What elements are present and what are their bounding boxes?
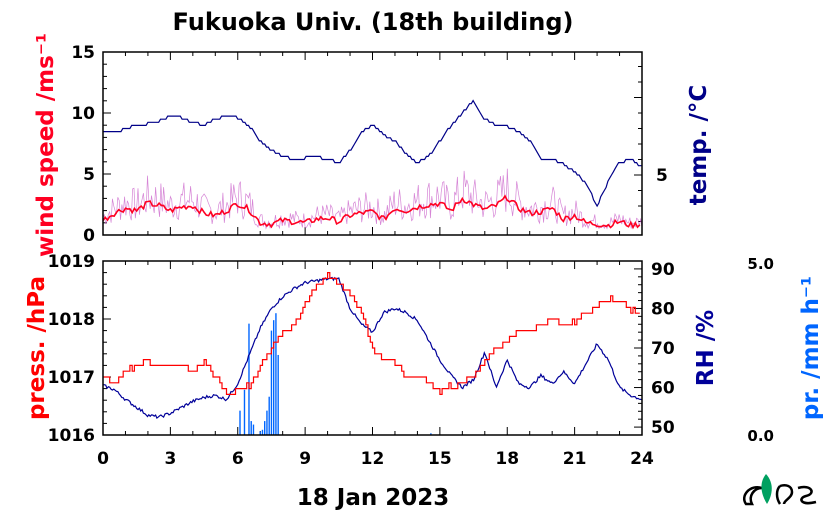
date-label: 18 Jan 2023 [297,485,450,511]
precipitation-tick-label: 0.0 [747,427,774,445]
wind-gust-line [102,168,643,230]
top-panel-ticks [102,51,643,236]
wind-tick-label: 15 [71,43,95,63]
pressure-axis-label: press. /hPa [24,276,50,420]
humidity-axis-label: RH /% [693,310,719,386]
humidity-tick-label: 70 [651,339,675,359]
wind-tick-label: 10 [71,104,95,124]
hour-tick-label: 15 [428,449,452,469]
hour-tick-label: 3 [164,449,176,469]
wind-gust-band [102,168,643,230]
precipitation-tick-label: 5.0 [747,255,774,273]
bottom-plot-frame [102,260,643,436]
pressure-line [103,272,640,395]
wind-speed-tick-labels: 0 5 10 15 [71,43,95,246]
precipitation-axis-label: pr. /mm h⁻¹ [798,276,824,420]
pressure-tick-labels: 1016 1017 1018 1019 [48,252,95,446]
wind-temperature-panel: 0 5 10 15 5 wind speed /ms⁻¹ temp. /°C [33,33,712,257]
wind-tick-label: 5 [83,165,95,185]
humidity-tick-label: 50 [651,418,675,438]
pressure-tick-label: 1019 [48,252,95,272]
temp-tick-label: 5 [656,166,668,186]
hour-tick-label: 18 [495,449,519,469]
precipitation-tick-labels: 0.0 5.0 [747,255,774,445]
wind-speed-line [102,194,641,230]
hour-tick-label: 6 [232,449,244,469]
wind-tick-label: 0 [83,226,95,246]
wind-speed-axis-label: wind speed /ms⁻¹ [33,33,59,257]
institute-logo [743,474,817,506]
temperature-tick-labels: 5 [656,166,668,186]
hour-tick-label: 12 [361,449,385,469]
pressure-tick-label: 1016 [48,426,95,446]
humidity-tick-label: 80 [651,299,675,319]
hour-tick-labels: 0 3 6 9 12 15 18 21 24 [97,449,654,469]
hour-tick-label: 0 [97,449,109,469]
figure-title: Fukuoka Univ. (18th building) [173,8,574,36]
hour-tick-label: 21 [563,449,587,469]
pressure-humidity-panel: 1016 1017 1018 1019 50 60 70 80 90 0.0 5.0 0 3 6 9 1… [24,252,824,469]
humidity-tick-labels: 50 60 70 80 90 [651,260,675,438]
hour-tick-label: 24 [630,449,654,469]
hour-tick-label: 9 [299,449,311,469]
humidity-tick-label: 90 [651,260,675,280]
humidity-line [102,276,643,420]
temperature-axis-label: temp. /°C [686,85,712,206]
temperature-line [103,99,642,208]
pressure-tick-label: 1018 [48,310,95,330]
pressure-tick-label: 1017 [48,368,95,388]
humidity-tick-label: 60 [651,379,675,399]
precipitation-bars [239,313,432,435]
top-plot-frame [102,51,643,236]
